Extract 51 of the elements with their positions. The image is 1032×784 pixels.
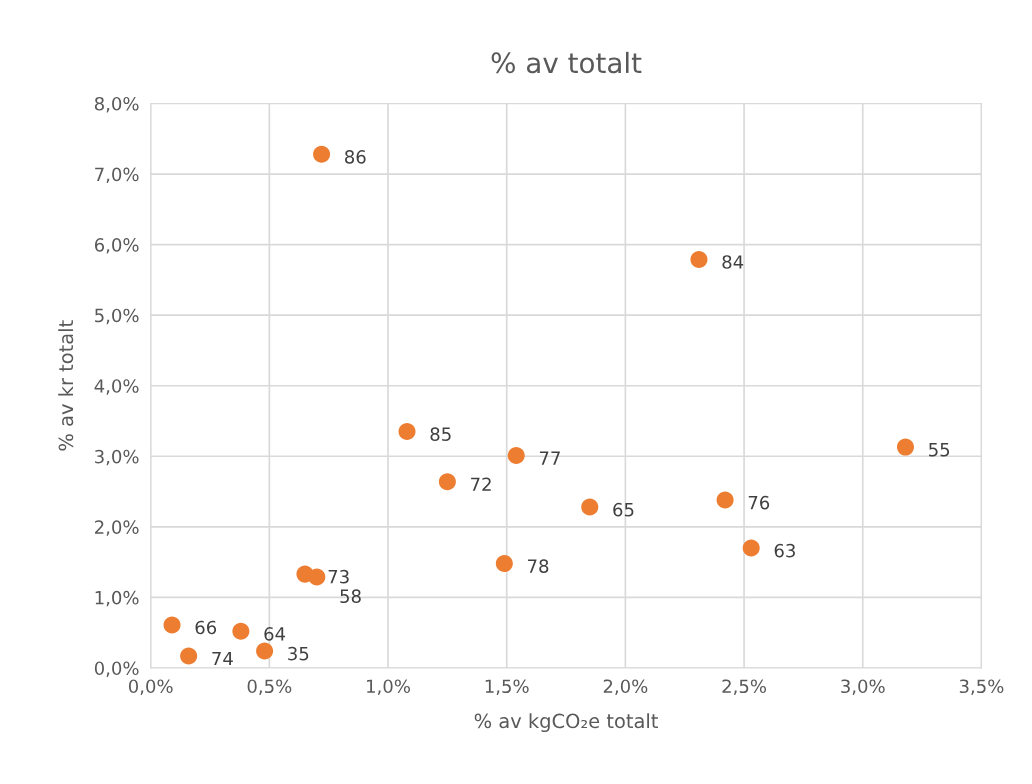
annotation: 85 <box>430 427 451 441</box>
point <box>742 539 760 557</box>
annotation: 86 <box>345 150 366 164</box>
y-tick-label: 4,0% <box>94 379 139 395</box>
point <box>180 647 198 665</box>
annotation: 72 <box>471 477 491 491</box>
annotation: 77 <box>539 451 560 465</box>
annotation: 64 <box>264 627 286 641</box>
point <box>716 491 734 509</box>
annotation: 66 <box>195 620 217 635</box>
y-tick-label: 6,0% <box>94 238 139 254</box>
annotation: 63 <box>774 543 795 558</box>
point <box>308 568 326 586</box>
annotation: 78 <box>528 559 549 573</box>
y-tick-label: 1,0% <box>95 590 139 607</box>
annotation: 73 <box>328 569 349 584</box>
y-tick-label: 5,0% <box>95 308 139 325</box>
point <box>507 447 525 465</box>
x-tick-label: 3,0% <box>841 679 885 695</box>
y-tick-label: 7,0% <box>95 167 139 184</box>
annotation: 58 <box>340 589 361 604</box>
y-tick-label: 8,0% <box>94 96 139 113</box>
x-tick-label: 1,5% <box>485 679 529 695</box>
y-tick-label: 0,0% <box>94 661 139 677</box>
x-tick-label: 0,5% <box>247 679 292 695</box>
annotation: 74 <box>212 651 233 666</box>
point <box>896 438 914 456</box>
chart-title: % av totalt <box>491 51 642 74</box>
point <box>398 423 416 441</box>
y-axis-title: % av kr totalt <box>58 320 74 451</box>
point <box>163 616 181 634</box>
point <box>581 498 599 516</box>
point <box>313 145 331 163</box>
y-tick-label: 2,0% <box>95 520 139 536</box>
annotation: 65 <box>613 502 634 517</box>
point <box>256 642 274 660</box>
x-tick-label: 1,0% <box>367 679 410 695</box>
point <box>495 555 513 573</box>
x-axis-title: % av kgCO₂e totalt <box>474 713 658 733</box>
x-tick-label: 2,0% <box>603 679 648 695</box>
x-tick-label: 2,5% <box>722 679 767 695</box>
point <box>232 622 250 640</box>
point <box>690 250 708 268</box>
point <box>438 473 456 491</box>
annotation: 84 <box>722 255 744 269</box>
x-tick-label: 3,5% <box>959 679 1004 695</box>
annotation: 35 <box>288 646 309 661</box>
annotation: 55 <box>929 443 950 457</box>
x-tick-label: 0,0% <box>128 679 173 695</box>
y-tick-label: 3,0% <box>95 449 139 466</box>
annotation: 76 <box>748 495 770 510</box>
